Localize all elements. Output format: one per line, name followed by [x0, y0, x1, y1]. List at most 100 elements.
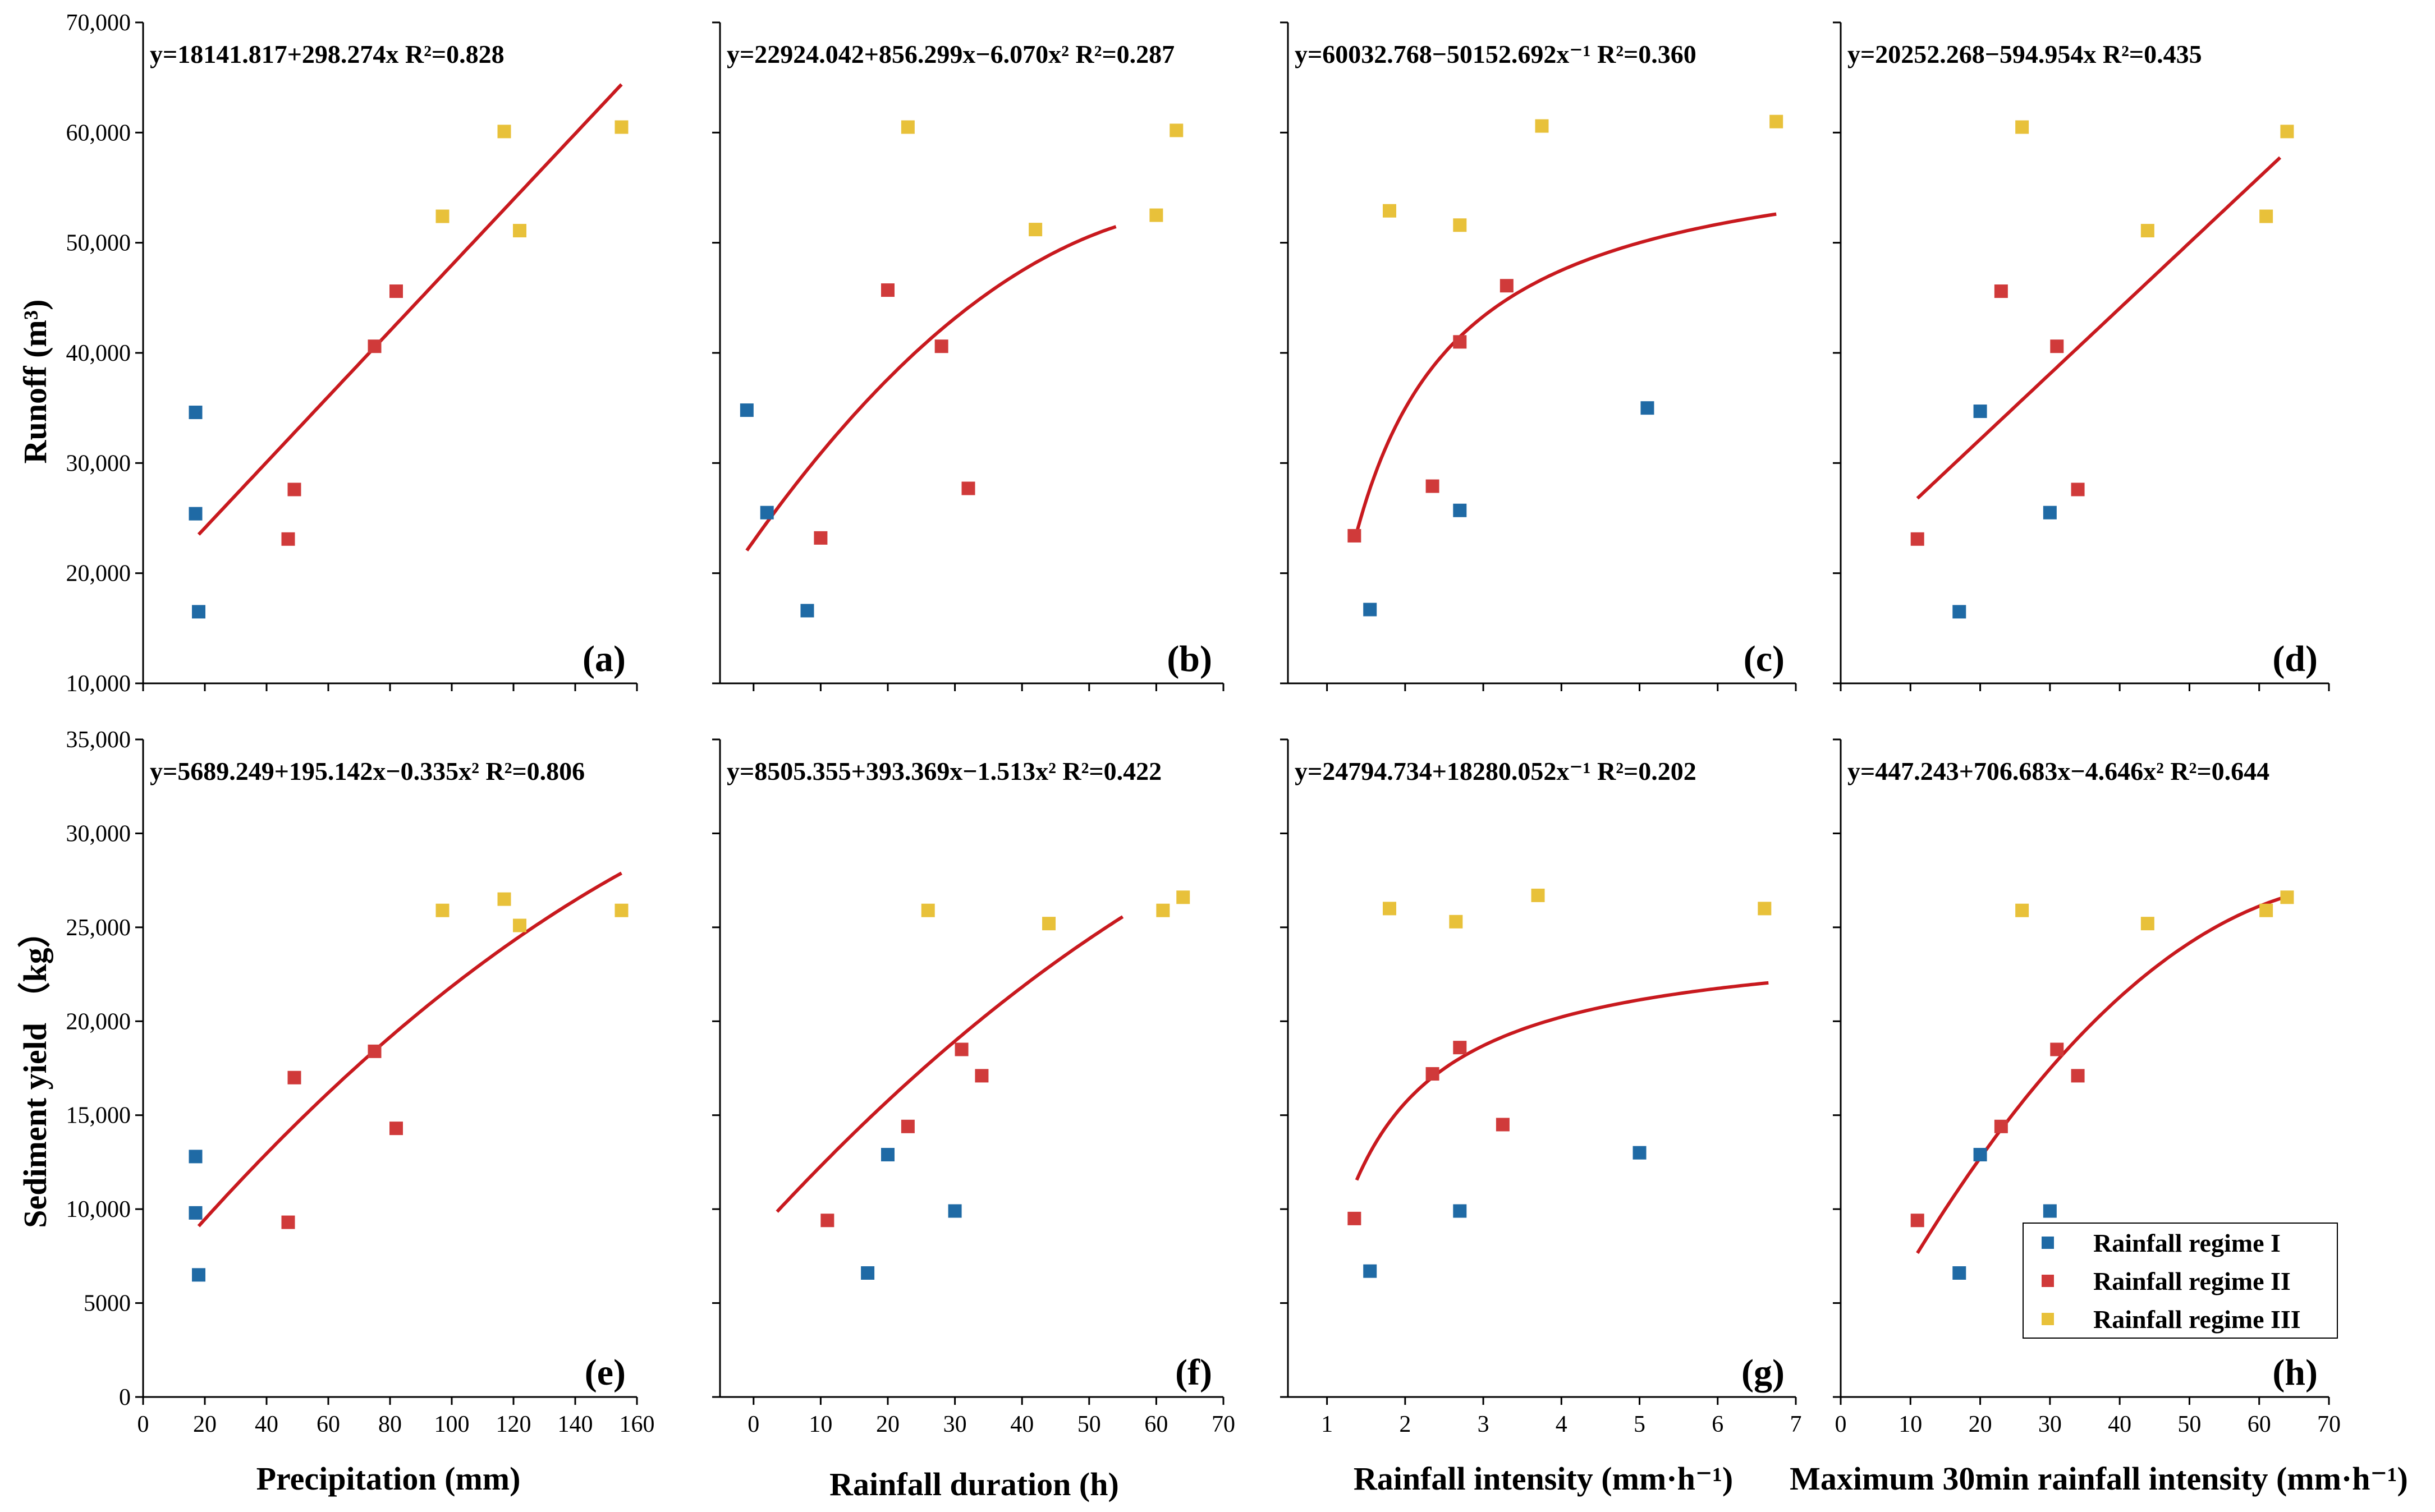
fit-equation: y=22924.042+856.299x−6.070x² R²=0.287: [727, 40, 1175, 68]
x-tick-label: 160: [620, 1412, 655, 1437]
data-point: [881, 1148, 895, 1162]
data-point: [497, 892, 511, 906]
data-point: [1910, 1214, 1924, 1228]
data-point: [2071, 482, 2085, 497]
y-axis-label-runoff: Runoff (m³): [17, 300, 53, 464]
fit-curve: [1355, 981, 1769, 1181]
fit-curve: [1916, 894, 2288, 1254]
y-tick-label: 25,000: [66, 915, 131, 941]
fit-equation: y=8505.355+393.369x−1.513x² R²=0.422: [727, 757, 1162, 785]
data-point: [615, 120, 629, 134]
panel-label: (g): [1741, 1352, 1785, 1393]
x-tick-label: 20: [193, 1412, 217, 1437]
data-point: [1973, 1148, 1987, 1162]
data-point: [1952, 1266, 1966, 1280]
data-point: [975, 1069, 989, 1083]
data-point: [189, 1206, 203, 1220]
data-point: [1156, 903, 1170, 917]
panel-d: y=20252.268−594.954x R²=0.435 (d): [1833, 21, 2330, 691]
panels: 10,000 20,000 30,000 40,000 50,000 60,000 70,0…: [66, 10, 2341, 1437]
panel-b: y=22924.042+856.299x−6.070x² R²=0.287 (b): [712, 21, 1225, 691]
data-point: [1453, 1041, 1467, 1055]
y-tick-label: 50,000: [66, 231, 131, 256]
fit-curve: [745, 225, 1117, 552]
data-point: [1042, 917, 1056, 931]
data-point: [287, 1070, 301, 1084]
data-point: [1910, 532, 1924, 546]
data-point: [800, 604, 814, 618]
fit-equation: y=447.243+706.683x−4.646x² R²=0.644: [1847, 757, 2269, 785]
panel-label: (h): [2272, 1352, 2318, 1393]
legend-label-regime-1: Rainfall regime I: [2093, 1229, 2281, 1257]
data-point: [1535, 119, 1549, 133]
data-point: [1973, 405, 1987, 419]
x-tick-label: 50: [1077, 1412, 1101, 1437]
x-tick-label: 120: [496, 1412, 531, 1437]
data-point: [1425, 479, 1439, 493]
data-point: [389, 1122, 403, 1136]
x-tick-label: 60: [2248, 1412, 2271, 1437]
x-tick-label: 2: [1399, 1412, 1411, 1437]
x-axis-label-precipitation: Precipitation (mm): [256, 1460, 521, 1497]
fit-equation: y=24794.734+18280.052x⁻¹ R²=0.202: [1295, 757, 1696, 785]
data-point: [921, 903, 935, 917]
data-point: [281, 1215, 295, 1229]
panel-label: (d): [2272, 638, 2318, 679]
data-point: [1453, 335, 1467, 349]
fit-curve: [197, 871, 622, 1228]
data-point: [861, 1266, 875, 1280]
x-tick-label: 20: [1969, 1412, 1992, 1437]
x-tick-label: 7: [1790, 1412, 1802, 1437]
panel-e: 0 5000 10,000 15,000 20,000 25,000 30,000 35,00…: [66, 727, 655, 1437]
fit-curve: [1355, 212, 1777, 534]
data-point: [760, 505, 774, 520]
panel-label: (b): [1167, 638, 1212, 679]
panel-g: 1 2 3 4 5 6 7 y=24794.734+18280.052x⁻¹ R²=0.202…: [1280, 738, 1802, 1437]
data-point: [1425, 1067, 1439, 1081]
data-point: [1347, 528, 1361, 543]
data-point: [287, 482, 301, 497]
data-point: [1176, 890, 1190, 904]
data-point: [2050, 1042, 2064, 1056]
data-point: [955, 1042, 969, 1056]
data-point: [2043, 1204, 2057, 1218]
x-tick-label: 10: [1899, 1412, 1922, 1437]
data-point: [189, 406, 203, 420]
fit-equation: y=18141.817+298.274x R²=0.828: [150, 40, 505, 68]
data-point: [1994, 1119, 2008, 1133]
data-point: [1632, 1146, 1647, 1160]
data-point: [1149, 208, 1163, 222]
data-point: [1952, 605, 1966, 619]
legend-label-regime-3: Rainfall regime III: [2093, 1305, 2301, 1334]
data-point: [1449, 914, 1463, 929]
y-tick-label: 5000: [84, 1291, 131, 1317]
panel-label: (e): [585, 1352, 626, 1393]
fit-curve: [197, 83, 623, 536]
data-point: [1347, 1211, 1361, 1225]
x-tick-label: 140: [558, 1412, 593, 1437]
x-tick-label: 80: [378, 1412, 402, 1437]
data-point: [189, 507, 203, 521]
fit-curve: [1916, 156, 2282, 500]
panel-label: (a): [583, 638, 626, 679]
x-tick-label: 4: [1556, 1412, 1567, 1437]
x-tick-label: 50: [2177, 1412, 2201, 1437]
panel-a: 10,000 20,000 30,000 40,000 50,000 60,000 70,0…: [66, 10, 638, 697]
x-tick-label: 20: [876, 1412, 900, 1437]
data-point: [1170, 123, 1184, 137]
data-point: [389, 284, 403, 298]
x-tick-label: 10: [809, 1412, 832, 1437]
data-point: [281, 532, 295, 546]
panel-h: 0 10 20 30 40 50 60 70 y=447.243+706.683x−4.646x…: [1833, 738, 2341, 1437]
data-point: [192, 605, 205, 619]
data-point: [513, 224, 526, 238]
data-point: [1769, 114, 1783, 128]
data-point: [901, 1119, 915, 1133]
data-point: [435, 903, 450, 917]
x-tick-label: 40: [1010, 1412, 1034, 1437]
fit-equation: y=5689.249+195.142x−0.335x² R²=0.806: [150, 757, 585, 785]
data-point: [2280, 125, 2294, 139]
x-tick-label: 40: [2108, 1412, 2131, 1437]
data-point: [961, 481, 975, 495]
data-point: [948, 1204, 962, 1218]
